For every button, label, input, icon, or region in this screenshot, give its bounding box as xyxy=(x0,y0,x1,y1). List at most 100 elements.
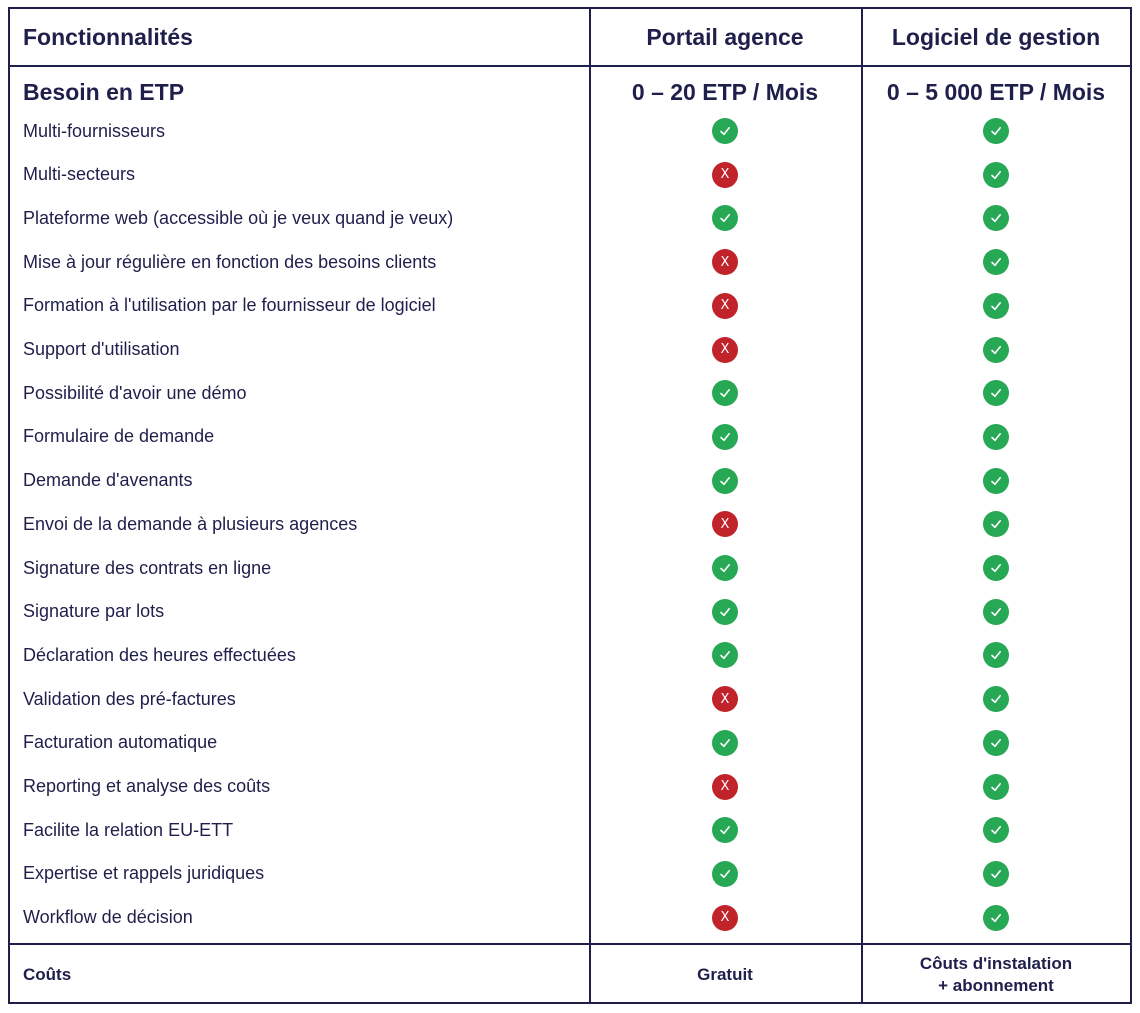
check-circle-icon xyxy=(712,467,738,494)
portail-status-cell: X xyxy=(590,898,860,938)
logiciel-status-cell xyxy=(862,548,1130,588)
logiciel-status-cell xyxy=(862,592,1130,632)
column-divider xyxy=(589,9,591,1002)
x-glyph: X xyxy=(720,298,730,314)
header-divider xyxy=(10,65,1130,67)
comparison-table: Fonctionnalités Portail agence Logiciel … xyxy=(8,7,1132,1004)
logiciel-status-cell xyxy=(862,504,1130,544)
check-circle-icon xyxy=(983,598,1009,625)
feature-label: Possibilité d'avoir une démo xyxy=(23,382,247,403)
footer-divider xyxy=(10,943,1130,945)
feature-label: Support d'utilisation xyxy=(23,339,180,359)
etp-logiciel: 0 – 5 000 ETP / Mois xyxy=(886,78,1106,105)
logiciel-status-cell xyxy=(862,242,1130,282)
check-circle-icon xyxy=(712,423,738,450)
header-logiciel-gestion: Logiciel de gestion xyxy=(891,23,1101,50)
x-circle-icon: X xyxy=(712,292,738,319)
portail-status-cell xyxy=(590,111,860,151)
etp-portail: 0 – 20 ETP / Mois xyxy=(631,78,819,105)
logiciel-status-cell xyxy=(862,461,1130,501)
x-glyph: X xyxy=(720,342,730,357)
portail-status-cell: X xyxy=(590,767,860,807)
check-circle-icon xyxy=(983,205,1009,232)
x-glyph: X xyxy=(720,516,730,532)
feature-label: Signature par lots xyxy=(23,601,165,622)
feature-label: Formulaire de demande xyxy=(23,426,215,447)
x-glyph: X xyxy=(720,167,730,183)
x-glyph: X xyxy=(720,254,730,270)
portail-status-cell xyxy=(590,548,860,588)
portail-status-cell: X xyxy=(590,242,860,282)
check-circle-icon xyxy=(712,118,738,144)
check-circle-icon xyxy=(983,118,1009,144)
check-circle-icon xyxy=(983,817,1009,844)
feature-label: Envoi de la demande à plusieurs agences xyxy=(23,513,358,534)
portail-status-cell xyxy=(590,417,860,457)
x-circle-icon: X xyxy=(712,249,738,276)
feature-label: Déclaration des heures effectuées xyxy=(23,644,296,665)
portail-status-cell xyxy=(590,373,860,413)
column-divider xyxy=(861,9,863,1002)
logiciel-status-cell xyxy=(862,198,1130,238)
feature-label: Reporting et analyse des coûts xyxy=(23,776,271,796)
logiciel-status-cell xyxy=(862,898,1130,938)
check-circle-icon xyxy=(983,860,1009,887)
footer-logiciel: Côuts d'instalation + abonnement xyxy=(862,945,1130,1004)
feature-label: Facilite la relation EU-ETT xyxy=(23,819,234,840)
logiciel-status-cell xyxy=(862,373,1130,413)
x-circle-icon: X xyxy=(712,336,738,363)
portail-status-cell xyxy=(590,461,860,501)
logiciel-status-cell xyxy=(862,723,1130,763)
check-circle-icon xyxy=(983,773,1009,800)
header-portail-agence: Portail agence xyxy=(646,23,804,50)
feature-label: Workflow de décision xyxy=(23,907,193,928)
check-circle-icon xyxy=(712,642,738,669)
etp-label: Besoin en ETP xyxy=(23,78,185,105)
check-circle-icon xyxy=(983,380,1009,407)
x-glyph: X xyxy=(720,779,730,794)
feature-label: Expertise et rappels juridiques xyxy=(23,863,265,884)
feature-label: Mise à jour régulière en fonction des be… xyxy=(23,251,437,272)
portail-status-cell: X xyxy=(590,155,860,195)
portail-status-cell: X xyxy=(590,330,860,370)
check-circle-icon xyxy=(983,336,1009,363)
footer-logiciel-line1: Côuts d'instalation xyxy=(919,953,1073,973)
check-circle-icon xyxy=(983,904,1009,931)
logiciel-status-cell xyxy=(862,679,1130,719)
x-circle-icon: X xyxy=(712,161,738,188)
check-circle-icon xyxy=(712,598,738,625)
logiciel-status-cell xyxy=(862,810,1130,850)
check-circle-icon xyxy=(983,686,1009,713)
logiciel-status-cell xyxy=(862,111,1130,151)
check-circle-icon xyxy=(983,292,1009,319)
portail-status-cell: X xyxy=(590,679,860,719)
portail-status-cell xyxy=(590,592,860,632)
x-circle-icon: X xyxy=(712,773,738,800)
logiciel-status-cell xyxy=(862,854,1130,894)
check-circle-icon xyxy=(983,642,1009,669)
portail-status-cell: X xyxy=(590,504,860,544)
feature-label: Signature des contrats en ligne xyxy=(23,557,272,578)
x-circle-icon: X xyxy=(712,904,738,931)
check-circle-icon xyxy=(983,249,1009,276)
x-circle-icon: X xyxy=(712,686,738,713)
check-circle-icon xyxy=(712,380,738,407)
logiciel-status-cell xyxy=(862,417,1130,457)
feature-label: Validation des pré-factures xyxy=(23,688,236,709)
check-circle-icon xyxy=(712,205,738,232)
feature-label: Demande d'avenants xyxy=(23,470,193,491)
feature-label: Facturation automatique xyxy=(23,732,218,753)
portail-status-cell xyxy=(590,198,860,238)
header-features: Fonctionnalités xyxy=(23,23,193,50)
x-circle-icon: X xyxy=(712,511,738,538)
logiciel-status-cell xyxy=(862,767,1130,807)
logiciel-status-cell xyxy=(862,286,1130,326)
portail-status-cell: X xyxy=(590,286,860,326)
check-circle-icon xyxy=(983,467,1009,494)
logiciel-status-cell xyxy=(862,155,1130,195)
check-circle-icon xyxy=(983,729,1009,756)
x-glyph: X xyxy=(720,910,730,926)
portail-status-cell xyxy=(590,854,860,894)
portail-status-cell xyxy=(590,810,860,850)
footer-logiciel-line2: + abonnement xyxy=(938,975,1054,995)
